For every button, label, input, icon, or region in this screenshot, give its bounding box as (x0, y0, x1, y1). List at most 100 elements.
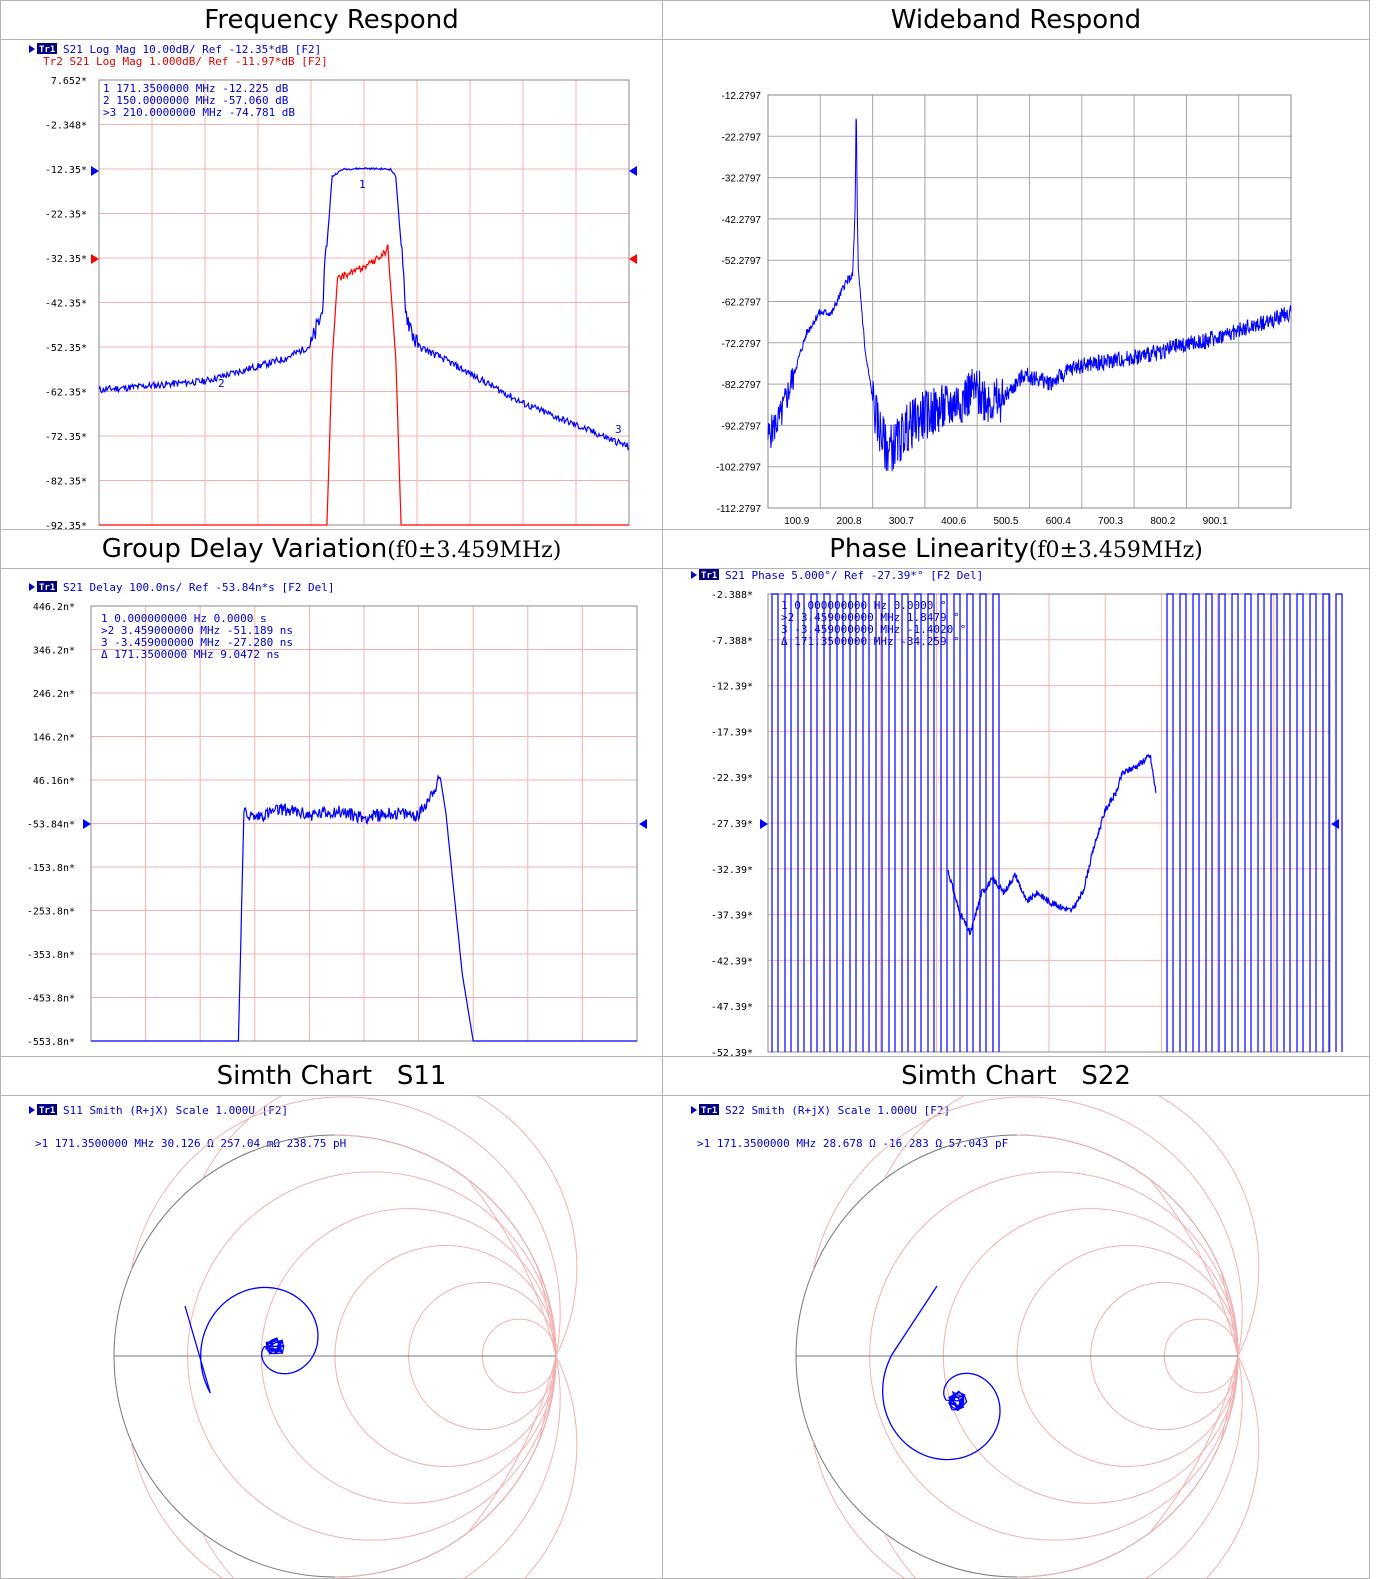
y-tick-label: -22.35* (45, 210, 87, 221)
reactance-arc (1016, 1355, 1239, 1578)
y-tick-label: -22.39* (711, 773, 753, 784)
y-tick-label: 7.652* (51, 76, 87, 87)
y-tick-label: -12.39* (711, 682, 753, 693)
y-tick-label: 246.2n* (33, 689, 75, 700)
ref-arrow-right (629, 254, 637, 264)
plot-frame (767, 593, 1331, 1053)
marker-readout: 2 150.0000000 MHz -57.060 dB (103, 94, 289, 107)
y-tick-label: -17.39* (711, 727, 753, 738)
y-tick-label: -112.2797 (717, 504, 762, 515)
y-tick-label: 146.2n* (33, 733, 75, 744)
reactance-arc (201, 1355, 578, 1579)
trace-badge-label: Tr1 (39, 45, 55, 55)
panel-title: Group Delay Variation(f0±3.459MHz) (1, 530, 662, 569)
smith-trace (184, 1286, 319, 1394)
phase-trace (947, 753, 1157, 936)
marker-readout: >2 3.459000000 MHz -51.189 ns (101, 624, 293, 637)
y-tick-label: -72.35* (45, 432, 87, 443)
plot-frame (98, 79, 630, 526)
y-tick-label: -62.35* (45, 388, 87, 399)
marker-readout: 3 -3.459000000 MHz -1.4020 ° (781, 623, 966, 636)
x-tick-label: 700.3 (1098, 516, 1123, 527)
ref-arrow-left (760, 819, 768, 829)
y-tick-label: -42.35* (45, 299, 87, 310)
marker-readout: >3 210.0000000 MHz -74.781 dB (103, 106, 295, 119)
y-tick-label: -42.39* (711, 956, 753, 967)
wideband-respond-chart: -12.2797 -22.2797 -32.2797 -42.2797 -52.2797… (716, 91, 1292, 527)
x-tick-label: 400.6 (941, 516, 966, 527)
y-tick-label: -53.84n* (27, 820, 75, 831)
trace-badge (37, 43, 57, 54)
smith-trace (882, 1285, 1001, 1461)
trace-badge (37, 581, 57, 592)
trace-badge (699, 569, 719, 580)
marker-readout: >1 171.3500000 MHz 30.126 Ω 257.04 mΩ 23… (35, 1137, 346, 1150)
y-tick-label: -2.388* (711, 590, 753, 601)
marker-2-label: 2 (218, 377, 225, 390)
x-tick-label: 600.4 (1046, 516, 1071, 527)
marker-readout: 3 -3.459000000 MHz -27.280 ns (101, 636, 293, 649)
panel-wideband-respond: Wideband Respond -12.2797 -22.2797 -32.279… (662, 0, 1370, 530)
marker-readout: 1 0.000000000 Hz 0.0000 ° (781, 599, 947, 612)
y-tick-label: -553.8n* (27, 1037, 75, 1048)
y-tick-label: -62.2797 (722, 298, 762, 309)
panel-title-range: (f0±3.459MHz) (1028, 538, 1203, 563)
marker-readout: Δ 171.3500000 MHz 9.0472 ns (101, 648, 280, 661)
reactance-arc (883, 1096, 1260, 1357)
y-tick-label: -47.39* (711, 1002, 753, 1013)
y-tick-label: 46.16n* (33, 776, 75, 787)
y-tick-label: -32.35* (45, 254, 87, 265)
y-tick-label: -32.2797 (722, 174, 762, 185)
panel-smith-s22: Simth Chart S22 Tr1 S22 Smith (R+jX) Scal… (662, 1056, 1370, 1579)
y-tick-label: -22.2797 (722, 132, 762, 143)
y-tick-label: -353.8n* (27, 950, 75, 961)
reactance-arc (467, 1178, 557, 1357)
y-tick-label: -72.2797 (722, 339, 762, 350)
reactance-arc (130, 1355, 561, 1579)
y-tick-label: -92.2797 (722, 421, 762, 432)
active-trace-icon (691, 571, 697, 579)
panel-group-delay: Group Delay Variation(f0±3.459MHz) Tr1 S2… (0, 529, 663, 1057)
reactance-arc (1149, 1355, 1239, 1534)
panel-title: Simth Chart S22 (663, 1057, 1369, 1096)
plot-frame (90, 605, 638, 1042)
x-tick-label: 900.1 (1203, 516, 1228, 527)
frequency-respond-chart: Tr1 S21 Log Mag 10.00dB/ Ref -12.35*dB [F… (29, 43, 637, 530)
plot-frame (767, 94, 1292, 509)
reactance-arc (812, 1096, 1243, 1357)
panel-title: Wideband Respond (663, 1, 1369, 40)
marker-1-label: 1 (359, 178, 366, 191)
marker-3-label: 3 (615, 423, 622, 436)
wideband-trace (767, 118, 1292, 472)
panel-frequency-respond: Frequency Respond Tr1 S21 Log Mag 10.00dB… (0, 0, 663, 530)
y-tick-label: -92.35* (45, 521, 87, 530)
trace-badge-label: Tr1 (701, 1106, 717, 1116)
trace-1 (98, 166, 630, 451)
reactance-arc (1016, 1134, 1239, 1357)
active-trace-icon (29, 45, 35, 53)
trace-header-2: Tr2 S21 Log Mag 1.000dB/ Ref -11.97*dB [… (43, 55, 328, 68)
ref-arrow-left (91, 166, 99, 176)
y-tick-label: -12.2797 (722, 91, 762, 102)
trace-header: S11 Smith (R+jX) Scale 1.000U [F2] (63, 1104, 288, 1117)
phase-wrap-lines (771, 593, 1343, 1052)
reactance-arc (201, 1096, 578, 1357)
panel-title: Frequency Respond (1, 1, 662, 40)
y-tick-label: -32.39* (711, 865, 753, 876)
y-tick-label: -52.39* (711, 1048, 753, 1057)
reactance-arc (812, 1355, 1243, 1579)
marker-readout: 1 171.3500000 MHz -12.225 dB (103, 82, 289, 95)
marker-readout: 1 0.000000000 Hz 0.0000 s (101, 612, 267, 625)
phase-linearity-chart: Tr1 S21 Phase 5.000°/ Ref -27.39*° [F2 De… (691, 569, 1343, 1057)
trace-header: S21 Phase 5.000°/ Ref -27.39*° [F2 Del] (725, 569, 983, 582)
trace-badge-label: Tr1 (39, 1106, 55, 1116)
y-tick-label: -52.2797 (722, 256, 762, 267)
x-tick-label: 100.9 (784, 516, 809, 527)
y-tick-label: -2.348* (45, 121, 87, 132)
y-tick-label: -12.35* (45, 165, 87, 176)
y-tick-label: -7.388* (711, 636, 753, 647)
panel-title-main: Phase Linearity (829, 534, 1029, 564)
trace-badge-label: Tr1 (701, 571, 717, 581)
x-tick-label: 500.5 (993, 516, 1018, 527)
x-tick-label: 300.7 (889, 516, 914, 527)
